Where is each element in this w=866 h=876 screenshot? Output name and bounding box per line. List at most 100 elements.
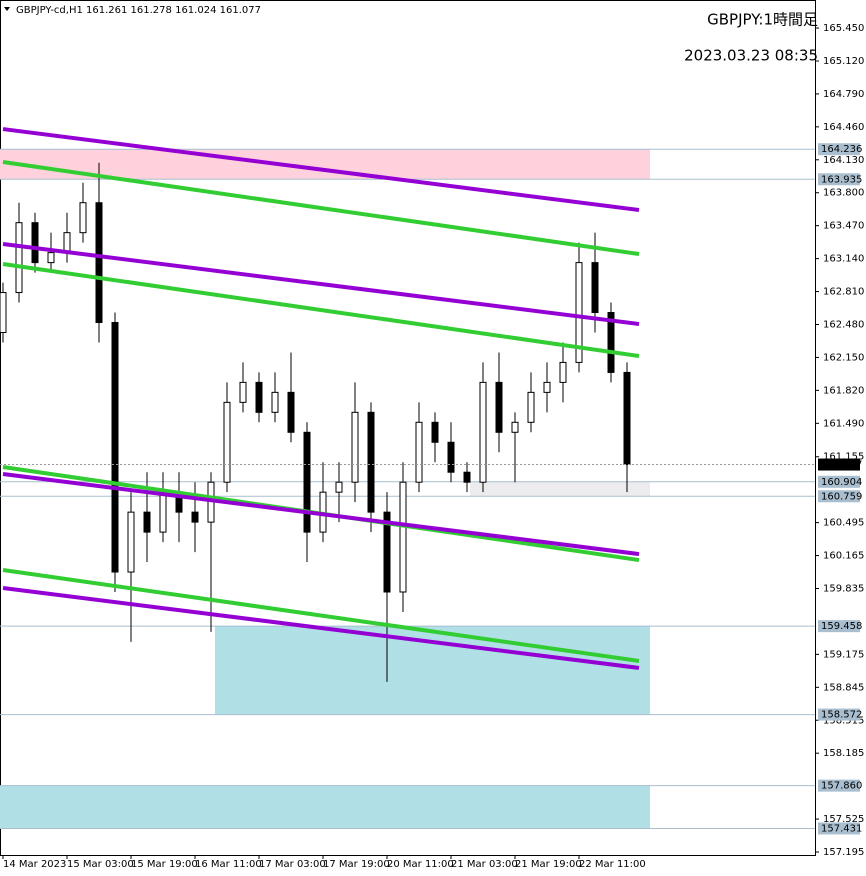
candle-body xyxy=(511,421,519,433)
level-label-box xyxy=(818,779,860,792)
candle-body xyxy=(15,222,23,294)
candle-body xyxy=(111,321,119,573)
candle-body xyxy=(399,481,407,593)
plot-frame xyxy=(0,0,816,856)
candle-body xyxy=(431,421,439,443)
y-tick-label: 157.195 xyxy=(823,847,864,858)
candle-body xyxy=(255,381,263,413)
candle-body xyxy=(591,262,599,314)
level-label: 164.236 xyxy=(821,144,862,155)
current-price-box xyxy=(818,458,860,471)
candle-body xyxy=(607,312,615,373)
level-label: 158.572 xyxy=(821,710,862,721)
y-tick-label: 159.835 xyxy=(823,583,864,594)
y-tick-label: 165.450 xyxy=(823,23,864,34)
candle-body xyxy=(543,381,551,393)
candle-body xyxy=(287,391,295,433)
level-label: 160.759 xyxy=(821,491,862,502)
candle-body xyxy=(143,511,151,533)
channel-line xyxy=(2,160,640,257)
y-tick-label: 161.820 xyxy=(823,385,864,396)
candle-body xyxy=(223,401,231,483)
current-price-label: 161.077 xyxy=(821,460,862,471)
x-tick-label: 16 Mar 11:00 xyxy=(195,859,262,870)
level-label-box xyxy=(818,143,860,156)
candle-body xyxy=(0,292,7,333)
y-tick-label: 164.790 xyxy=(823,89,864,100)
candle-body xyxy=(79,202,87,234)
candle-body xyxy=(463,471,471,483)
candle-body xyxy=(479,381,487,483)
x-tick-label: 15 Mar 03:00 xyxy=(67,859,134,870)
y-tick-label: 164.130 xyxy=(823,155,864,166)
x-tick-label: 22 Mar 11:00 xyxy=(579,859,646,870)
channel-line xyxy=(2,568,640,663)
level-label: 157.431 xyxy=(821,823,862,834)
candle-body xyxy=(575,262,583,363)
y-tick-label: 162.480 xyxy=(823,319,864,330)
header-arrow xyxy=(4,7,10,11)
level-label-box xyxy=(818,620,860,633)
channel-line xyxy=(2,472,640,557)
candle-body xyxy=(383,511,391,593)
candle-body xyxy=(351,411,359,483)
y-tick-label: 158.845 xyxy=(823,682,864,693)
x-tick-label: 17 Mar 19:00 xyxy=(323,859,390,870)
y-tick-label: 165.120 xyxy=(823,56,864,67)
x-tick-label: 17 Mar 03:00 xyxy=(259,859,326,870)
y-tick-label: 162.150 xyxy=(823,352,864,363)
y-tick-label: 159.175 xyxy=(823,649,864,660)
zone xyxy=(470,481,650,497)
y-tick-label: 161.155 xyxy=(823,452,864,463)
zone xyxy=(215,626,650,715)
chart-title: GBPJPY:1時間足 xyxy=(707,11,818,29)
level-label: 157.860 xyxy=(821,781,862,792)
x-tick-label: 21 Mar 03:00 xyxy=(451,859,518,870)
level-label: 163.935 xyxy=(821,174,862,185)
candle-body xyxy=(447,441,455,473)
y-tick-label: 164.460 xyxy=(823,122,864,133)
candle-body xyxy=(623,371,631,466)
y-tick-label: 160.165 xyxy=(823,551,864,562)
chart-subtitle: 2023.03.23 08:35 xyxy=(684,47,818,65)
y-tick-label: 157.525 xyxy=(823,814,864,825)
header: GBPJPY-cd,H1 161.261 161.278 161.024 161… xyxy=(16,5,261,16)
level-label-box xyxy=(818,822,860,835)
candle-body xyxy=(495,381,503,433)
candle-body xyxy=(191,511,199,523)
y-tick-label: 158.515 xyxy=(823,715,864,726)
level-label-box xyxy=(818,475,860,488)
candle-body xyxy=(159,491,167,533)
x-tick-label: 14 Mar 2023 xyxy=(3,859,66,870)
x-tick-label: 20 Mar 11:00 xyxy=(387,859,454,870)
candle-body xyxy=(303,431,311,533)
level-label-box xyxy=(818,490,860,503)
channel-line xyxy=(2,586,640,670)
candle-body xyxy=(47,252,55,264)
level-label: 160.904 xyxy=(821,477,862,488)
candle-body xyxy=(31,222,39,264)
plot-area xyxy=(0,127,815,829)
candle-body xyxy=(127,511,135,573)
zone xyxy=(0,785,650,829)
candle-body xyxy=(95,202,103,323)
level-label-box xyxy=(818,708,860,721)
candle-body xyxy=(415,421,423,483)
x-tick-label: 21 Mar 19:00 xyxy=(515,859,582,870)
y-tick-label: 160.495 xyxy=(823,518,864,529)
candle-body xyxy=(527,391,535,423)
y-tick-label: 162.810 xyxy=(823,287,864,298)
zone xyxy=(0,149,650,180)
level-label: 159.458 xyxy=(821,621,862,632)
candle-body xyxy=(367,411,375,513)
level-label-box xyxy=(818,173,860,186)
y-tick-label: 163.470 xyxy=(823,221,864,232)
x-tick-label: 15 Mar 19:00 xyxy=(131,859,198,870)
y-tick-label: 161.490 xyxy=(823,418,864,429)
candle-body xyxy=(271,391,279,413)
channel-line xyxy=(2,242,640,326)
candle-body xyxy=(239,381,247,403)
candle-body xyxy=(63,232,71,254)
y-tick-label: 163.800 xyxy=(823,188,864,199)
